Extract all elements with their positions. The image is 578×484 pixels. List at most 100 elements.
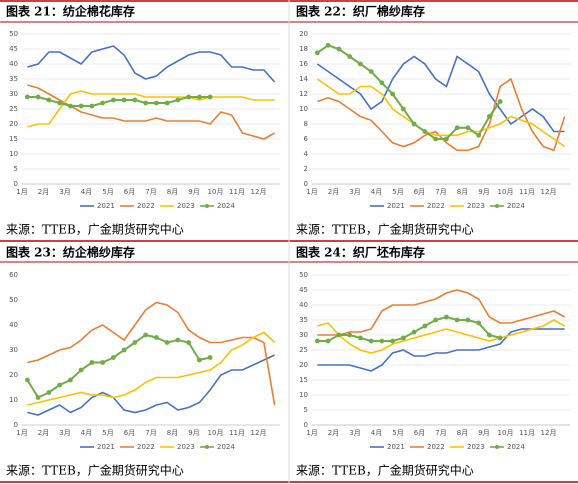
- x-tick-label: 6月: [414, 429, 425, 437]
- legend-label: 2024: [217, 202, 235, 210]
- legend-label: 2024: [217, 443, 235, 451]
- y-tick-label: 60: [9, 271, 18, 279]
- y-tick-label: 20: [9, 371, 18, 379]
- series-line: [27, 84, 275, 140]
- point: [314, 50, 320, 56]
- y-tick-label: 35: [299, 316, 308, 324]
- point: [357, 61, 363, 67]
- point: [67, 377, 73, 383]
- point: [465, 125, 471, 131]
- point: [186, 94, 192, 100]
- legend-marker: [205, 204, 209, 208]
- x-tick-label: 6月: [414, 188, 425, 196]
- point: [465, 317, 471, 323]
- point: [454, 317, 460, 323]
- y-tick-label: 0: [304, 421, 308, 429]
- point: [196, 94, 202, 100]
- point: [314, 338, 320, 344]
- point: [422, 323, 428, 329]
- legend-label: 2024: [507, 202, 525, 210]
- point: [121, 347, 127, 353]
- legend-marker: [495, 204, 499, 208]
- point: [347, 54, 353, 59]
- y-tick-label: 40: [9, 60, 18, 68]
- x-tick-label: 1月: [306, 188, 317, 196]
- y-tick-label: 16: [299, 60, 308, 68]
- x-tick-label: 11月: [229, 429, 245, 437]
- point: [207, 355, 213, 360]
- point: [379, 80, 385, 86]
- x-tick-label: 6月: [124, 429, 135, 437]
- point: [443, 314, 449, 320]
- point: [175, 97, 181, 103]
- x-tick-label: 10月: [498, 188, 514, 196]
- series-line: [317, 319, 565, 354]
- x-tick-label: 12月: [541, 188, 557, 196]
- y-tick-label: 45: [299, 286, 308, 294]
- y-tick-label: 25: [9, 105, 18, 113]
- y-tick-label: 30: [299, 331, 308, 339]
- point: [368, 338, 374, 344]
- source: 来源：TTEB，广金期货研究中心: [6, 463, 184, 478]
- series-line: [27, 45, 276, 83]
- y-tick-label: 10: [299, 105, 308, 113]
- x-tick-label: 9月: [188, 429, 199, 437]
- x-tick-label: 11月: [229, 188, 245, 196]
- y-tick-label: 18: [299, 45, 308, 53]
- x-tick-label: 9月: [478, 188, 489, 196]
- x-tick-label: 5月: [392, 188, 403, 196]
- y-tick-label: 15: [299, 376, 308, 384]
- series-line: [316, 78, 566, 148]
- point: [24, 94, 30, 100]
- y-tick-label: 25: [299, 346, 308, 354]
- source: 来源：TTEB，广金期货研究中心: [296, 463, 474, 478]
- legend-label: 2023: [177, 202, 195, 210]
- point: [476, 320, 482, 326]
- y-tick-label: 2: [304, 165, 308, 173]
- x-tick-label: 5月: [102, 188, 113, 196]
- point: [164, 340, 170, 345]
- y-tick-label: 10: [9, 396, 18, 404]
- x-tick-label: 5月: [392, 429, 403, 437]
- x-tick-label: 12月: [541, 429, 557, 437]
- x-tick-label: 2月: [38, 429, 49, 437]
- x-tick-label: 3月: [59, 188, 70, 196]
- x-tick-label: 4月: [371, 188, 382, 196]
- series-line: [27, 301, 276, 406]
- x-tick-label: 9月: [188, 188, 199, 196]
- point: [368, 69, 374, 74]
- point: [497, 335, 503, 341]
- x-tick-label: 4月: [371, 429, 382, 437]
- series-line: [27, 354, 275, 416]
- point: [400, 335, 406, 341]
- point: [132, 97, 138, 103]
- point: [100, 100, 106, 106]
- y-tick-label: 0: [14, 180, 18, 188]
- y-tick-label: 10: [299, 391, 308, 399]
- x-tick-label: 1月: [16, 429, 27, 437]
- source: 来源：TTEB，广金期货研究中心: [6, 222, 184, 237]
- point: [89, 103, 95, 109]
- point: [78, 367, 84, 373]
- point: [347, 332, 353, 338]
- x-tick-label: 7月: [145, 188, 156, 196]
- point: [357, 335, 363, 341]
- y-tick-label: 40: [299, 301, 308, 309]
- point: [422, 129, 428, 134]
- y-tick-label: 45: [9, 45, 18, 53]
- point: [186, 340, 192, 345]
- x-tick-label: 7月: [435, 188, 446, 196]
- point: [35, 395, 41, 400]
- point: [67, 103, 73, 109]
- x-tick-label: 8月: [167, 188, 178, 196]
- x-tick-label: 4月: [81, 188, 92, 196]
- y-tick-label: 6: [304, 135, 309, 143]
- x-tick-label: 11月: [519, 429, 535, 437]
- series-line: [317, 315, 501, 342]
- point: [110, 97, 116, 103]
- point: [433, 136, 439, 142]
- point: [100, 360, 106, 365]
- legend-marker: [495, 445, 499, 449]
- y-tick-label: 12: [299, 90, 308, 98]
- point: [24, 377, 30, 383]
